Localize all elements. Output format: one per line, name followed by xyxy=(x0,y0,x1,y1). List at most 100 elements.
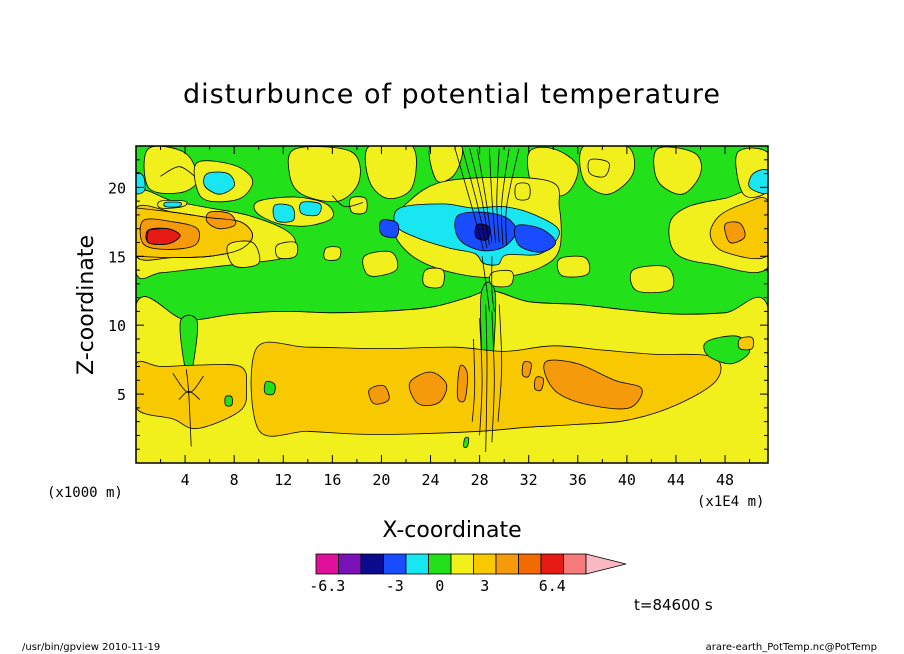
colorbar-cell xyxy=(315,553,339,575)
colorbar-cell xyxy=(473,553,497,575)
contour-region-orange2 xyxy=(534,376,544,392)
contour-line xyxy=(505,148,520,246)
contour-region-green xyxy=(463,436,470,448)
colorbar-cell xyxy=(383,553,407,575)
colorbar-overflow-arrow xyxy=(585,553,627,575)
y-axis-label: Z-coordinate xyxy=(74,235,99,375)
footer-left: /usr/bin/gpview 2010-11-19 xyxy=(22,642,160,653)
contour-region-orange1 xyxy=(737,336,754,351)
contour-region-orange2 xyxy=(408,371,448,406)
y-unit-note: (x1000 m) xyxy=(47,485,123,501)
colorbar-label: 6.4 xyxy=(539,577,566,595)
colorbar-cell xyxy=(338,553,362,575)
contour-region-orange2 xyxy=(368,384,390,405)
colorbar-cell xyxy=(428,553,452,575)
contour-line xyxy=(185,369,192,447)
colorbar-cell xyxy=(360,553,384,575)
x-tick-label: 8 xyxy=(230,471,239,489)
contour-line xyxy=(178,390,201,400)
contour-region-blue xyxy=(514,224,557,253)
contour-region-yellow xyxy=(428,146,463,183)
contour-region-yellow xyxy=(629,265,675,294)
contour-fills xyxy=(136,146,768,463)
contour-line xyxy=(479,318,483,436)
contour-region-orange2 xyxy=(543,359,643,410)
contour-line xyxy=(496,148,500,243)
contour-region-cyan xyxy=(163,201,182,208)
contour-region-yellow xyxy=(362,250,399,277)
y-tick-label: 5 xyxy=(117,386,126,404)
contour-region-orange1 xyxy=(250,341,722,437)
x-axis-label: X-coordinate xyxy=(382,518,521,543)
contour-region-yellow xyxy=(323,246,342,261)
colorbar-label: 3 xyxy=(480,577,489,595)
contour-region-yellow xyxy=(287,146,361,203)
contour-region-cyan xyxy=(272,203,296,223)
contour-line xyxy=(160,166,196,177)
colorbar-labels: -6.3 -3 0 3 6.4 xyxy=(309,577,566,595)
time-label: t=84600 s xyxy=(634,596,713,614)
contour-region-orange2 xyxy=(724,221,746,244)
colorbar-cell xyxy=(540,553,564,575)
contour-line xyxy=(332,195,364,208)
colorbar-label: 0 xyxy=(435,577,444,595)
chart-title: disturbunce of potential temperature xyxy=(183,79,721,110)
contour-line xyxy=(454,148,484,250)
contour-line xyxy=(481,256,490,312)
x-tick-label: 24 xyxy=(421,471,439,489)
contour-region-green xyxy=(224,395,233,407)
contour-region-yellow xyxy=(364,146,417,199)
contour-region-yellow xyxy=(514,182,531,201)
contour-region-cyan xyxy=(136,172,146,195)
x-tick-label: 4 xyxy=(181,471,190,489)
colorbar-cell xyxy=(495,553,519,575)
colorbar-cell xyxy=(405,553,429,575)
contour-region-orange2 xyxy=(205,211,237,230)
colorbar-cell xyxy=(563,553,587,575)
contour-region-green xyxy=(263,380,276,396)
contour-region-orange2 xyxy=(456,364,468,403)
plot-area xyxy=(136,146,768,463)
x-tick-label: 40 xyxy=(618,471,636,489)
contour-region-blue xyxy=(379,219,400,239)
contour-line xyxy=(172,373,204,394)
footer-right: arare-earth_PotTemp.nc@PotTemp xyxy=(706,642,877,653)
contour-line xyxy=(489,148,496,243)
x-tick-label: 36 xyxy=(569,471,587,489)
contour-region-yellow xyxy=(587,158,610,178)
contour-line xyxy=(462,148,488,249)
x-tick-label: 48 xyxy=(716,471,734,489)
contour-lines xyxy=(136,148,520,453)
plot-frame xyxy=(135,145,769,464)
contour-region-yellow xyxy=(556,255,591,278)
contour-line xyxy=(501,148,510,246)
contour-region-orange1 xyxy=(136,360,248,430)
contour-region-yellow xyxy=(226,240,261,268)
y-tick-label: 20 xyxy=(108,179,126,197)
y-tick-label: 15 xyxy=(108,248,126,266)
contour-region-yellow xyxy=(349,196,368,215)
contour-region-yellow xyxy=(489,269,514,288)
contour-line xyxy=(469,148,490,246)
contour-line xyxy=(491,256,495,312)
x-unit-note: (x1E4 m) xyxy=(697,494,764,510)
contour-line xyxy=(485,304,488,453)
x-tick-label: 32 xyxy=(520,471,538,489)
colorbar-cell xyxy=(518,553,542,575)
colorbar xyxy=(315,553,627,575)
colorbar-cell xyxy=(450,553,474,575)
y-tick-label: 10 xyxy=(108,317,126,335)
colorbar-label: -6.3 xyxy=(309,577,345,595)
colorbar-label: -3 xyxy=(386,577,404,595)
contour-region-yellow xyxy=(422,267,445,289)
x-tick-label: 20 xyxy=(372,471,390,489)
contour-line xyxy=(146,228,181,245)
contour-region-yellow xyxy=(275,241,299,260)
contour-line xyxy=(476,148,493,243)
y-axis-ticks: 5 10 15 20 xyxy=(108,159,768,450)
contour-line xyxy=(471,338,476,422)
x-axis-ticks: 4 8 12 16 20 24 28 32 36 40 44 48 xyxy=(160,146,751,489)
x-tick-label: 28 xyxy=(471,471,489,489)
contour-line xyxy=(497,304,503,422)
